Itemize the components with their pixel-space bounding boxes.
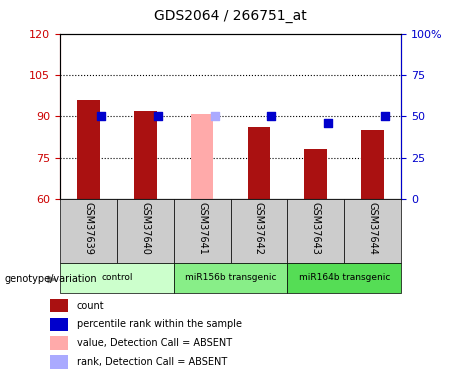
Bar bbox=[304, 149, 327, 199]
Text: percentile rank within the sample: percentile rank within the sample bbox=[77, 320, 242, 329]
Bar bbox=[134, 111, 157, 199]
Point bbox=[381, 113, 389, 119]
Bar bbox=[60, 262, 174, 292]
Bar bbox=[50, 355, 68, 369]
Bar bbox=[230, 199, 287, 262]
Bar bbox=[174, 262, 287, 292]
Bar bbox=[344, 199, 401, 262]
Bar bbox=[50, 318, 68, 331]
Bar bbox=[50, 299, 68, 312]
Bar bbox=[287, 199, 344, 262]
Text: genotype/variation: genotype/variation bbox=[5, 274, 97, 284]
Bar bbox=[361, 130, 384, 199]
Text: count: count bbox=[77, 301, 104, 310]
Text: GSM37639: GSM37639 bbox=[83, 202, 94, 255]
Bar bbox=[77, 100, 100, 199]
Bar bbox=[50, 336, 68, 350]
Point bbox=[268, 113, 275, 119]
Text: GDS2064 / 266751_at: GDS2064 / 266751_at bbox=[154, 9, 307, 23]
Text: rank, Detection Call = ABSENT: rank, Detection Call = ABSENT bbox=[77, 357, 227, 367]
Bar bbox=[287, 262, 401, 292]
Bar bbox=[117, 199, 174, 262]
Text: control: control bbox=[101, 273, 132, 282]
Text: GSM37644: GSM37644 bbox=[367, 202, 378, 255]
Text: GSM37640: GSM37640 bbox=[140, 202, 150, 255]
Text: GSM37641: GSM37641 bbox=[197, 202, 207, 255]
Point bbox=[211, 113, 218, 119]
Bar bbox=[60, 199, 117, 262]
Bar bbox=[248, 127, 270, 199]
Point bbox=[325, 120, 332, 126]
Text: GSM37642: GSM37642 bbox=[254, 202, 264, 255]
Point bbox=[97, 113, 105, 119]
Point bbox=[154, 113, 161, 119]
Text: value, Detection Call = ABSENT: value, Detection Call = ABSENT bbox=[77, 338, 231, 348]
Bar bbox=[191, 114, 213, 199]
Text: miR164b transgenic: miR164b transgenic bbox=[299, 273, 390, 282]
Bar bbox=[174, 199, 230, 262]
Text: GSM37643: GSM37643 bbox=[311, 202, 321, 255]
Text: miR156b transgenic: miR156b transgenic bbox=[185, 273, 276, 282]
